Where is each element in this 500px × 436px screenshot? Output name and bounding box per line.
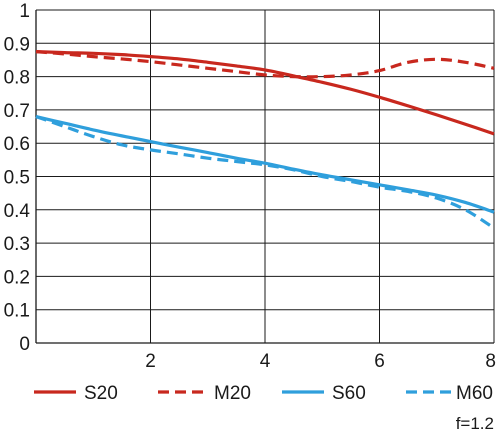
legend-label-s20: S20 [84, 383, 118, 404]
y-tick-label: 0.3 [4, 234, 30, 255]
y-tick-label: 0.5 [4, 168, 30, 189]
grid [36, 9, 495, 343]
legend: S20 M20 S60 M60 [34, 383, 493, 404]
y-tick-label: 0.9 [4, 34, 30, 55]
x-tick-label: 4 [260, 351, 271, 372]
x-tick-label: 6 [374, 351, 385, 372]
series-line-m20 [35, 50, 495, 79]
series-lines [35, 50, 495, 230]
aperture-annotation: f=1.2 [456, 414, 494, 433]
y-tick-label: 0.8 [4, 68, 30, 89]
legend-label-m20: M20 [214, 383, 251, 404]
y-tick-label: 0.1 [4, 301, 30, 322]
y-tick-label: 0 [19, 334, 30, 355]
legend-label-s60: S60 [332, 383, 366, 404]
legend-label-m60: M60 [456, 383, 493, 404]
y-tick-label: 1 [19, 1, 30, 22]
y-tick-label: 0.6 [4, 134, 30, 155]
y-tick-label: 0.7 [4, 101, 30, 122]
axes [35, 10, 494, 344]
y-tick-label: 0.4 [4, 201, 31, 222]
series-line-s20 [35, 50, 495, 136]
series-line-s60 [35, 115, 495, 214]
y-tick-label: 0.2 [4, 267, 30, 288]
tick-labels: 0 0.1 0.2 0.3 0.4 0.5 0.6 0.7 0.8 0.9 1 2 4 6 8 [4, 1, 496, 372]
x-tick-label: 2 [145, 351, 156, 372]
x-tick-label: 8 [485, 351, 496, 372]
